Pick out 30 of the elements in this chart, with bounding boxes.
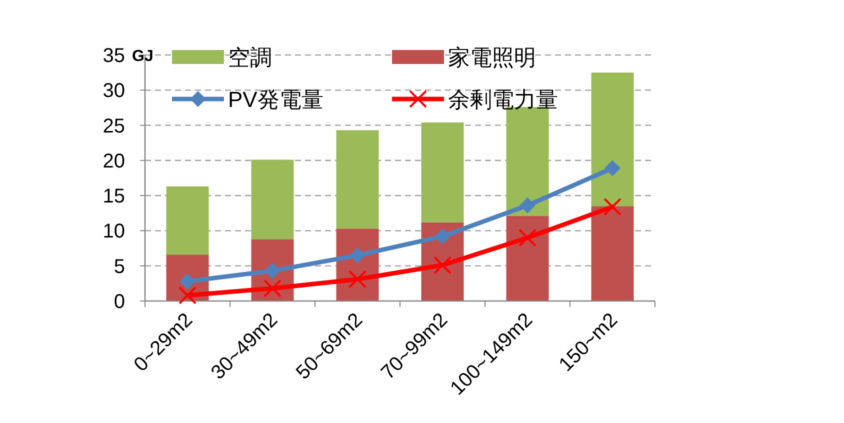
y-tick-label: 5	[114, 256, 125, 278]
y-tick-label: 20	[102, 150, 125, 172]
point	[264, 279, 282, 298]
point	[520, 197, 536, 214]
y-tick-label: 0	[114, 291, 125, 313]
point	[434, 256, 452, 274]
bar	[166, 186, 209, 255]
y-tick-label: 25	[102, 115, 125, 138]
point	[604, 198, 622, 216]
point	[434, 228, 450, 244]
bar	[591, 206, 634, 301]
legend-label: 空調	[228, 45, 272, 70]
bar	[591, 72, 634, 206]
y-axis-title: GJ	[132, 48, 154, 65]
legend-label: 家電照明	[448, 45, 536, 70]
y-tick-label: 30	[102, 80, 125, 102]
point	[178, 286, 196, 304]
point	[348, 270, 366, 288]
point	[518, 228, 536, 247]
legend-label: PV発電量	[228, 87, 324, 112]
y-tick-label: 15	[102, 186, 125, 208]
point	[604, 160, 620, 176]
bar	[506, 216, 549, 301]
legend-label: 余剰電力量	[448, 87, 558, 112]
point	[350, 247, 366, 264]
bar	[336, 130, 379, 229]
y-tick-label: 35	[102, 45, 125, 67]
bar	[251, 160, 294, 240]
y-tick-label: 10	[102, 220, 125, 243]
bar	[421, 122, 464, 222]
